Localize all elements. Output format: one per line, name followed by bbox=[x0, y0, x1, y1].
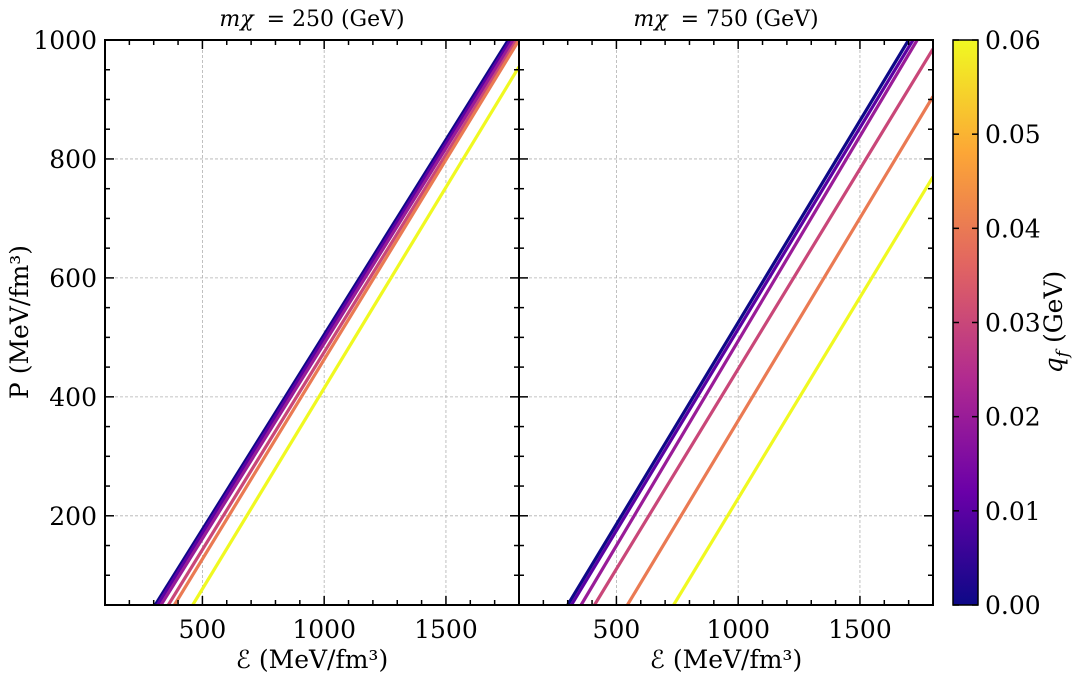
y-axis-title: P (MeV/fm³) bbox=[5, 245, 34, 399]
right-series-4 bbox=[626, 95, 933, 605]
left-series-5 bbox=[191, 65, 519, 605]
colorbar-tick-label-0: 0.00 bbox=[985, 591, 1041, 620]
right-series-0 bbox=[566, 40, 910, 605]
left-series-4 bbox=[173, 40, 519, 605]
right-xtick-label-1500: 1500 bbox=[828, 615, 892, 644]
colorbar-tick-label-5: 0.05 bbox=[985, 120, 1041, 149]
colorbar-tick-label-4: 0.04 bbox=[985, 214, 1041, 243]
colorbar-label: qf (GeV) bbox=[1039, 271, 1073, 374]
right-frame bbox=[518, 39, 934, 606]
colorbar-tick-label-3: 0.03 bbox=[985, 309, 1041, 338]
left-ytick-label-400: 400 bbox=[49, 383, 97, 412]
right-series-5 bbox=[672, 175, 933, 605]
left-series-0 bbox=[153, 40, 510, 605]
left-panel-title: mχ = 250 (GeV) bbox=[219, 7, 404, 32]
right-series-1 bbox=[570, 40, 915, 605]
colorbar-tick-label-1: 0.01 bbox=[985, 497, 1041, 526]
colorbar-tick-label-2: 0.02 bbox=[985, 403, 1041, 432]
right-xtick-label-1000: 1000 bbox=[706, 615, 770, 644]
left-series-3 bbox=[166, 40, 518, 605]
left-series-1 bbox=[156, 40, 512, 605]
left-ytick-label-600: 600 bbox=[49, 264, 97, 293]
left-ytick-label-200: 200 bbox=[49, 502, 97, 531]
colorbar-tick-label-6: 0.06 bbox=[985, 26, 1041, 55]
left-xtick-label-500: 500 bbox=[179, 615, 227, 644]
right-panel: 500 1000 1500 bbox=[518, 39, 934, 644]
left-curves bbox=[153, 40, 519, 605]
left-xtick-label-1500: 1500 bbox=[414, 615, 478, 644]
left-series-2 bbox=[159, 40, 515, 605]
right-series-3 bbox=[593, 48, 933, 605]
colorbar: qf (GeV) 0.00 0.01 0.02 0.03 0.04 0.05 0.06 bbox=[952, 26, 1073, 620]
left-ytick-label-1000: 1000 bbox=[33, 26, 97, 55]
left-panel: 500 1000 1500 200 400 600 800 1000 bbox=[33, 26, 520, 644]
left-xtick-label-1000: 1000 bbox=[292, 615, 356, 644]
left-ytick-label-800: 800 bbox=[49, 145, 97, 174]
right-curves bbox=[566, 40, 933, 605]
right-series-2 bbox=[579, 40, 919, 605]
right-xtick-label-500: 500 bbox=[593, 615, 641, 644]
right-x-axis-title: ℰ (MeV/fm³) bbox=[650, 645, 802, 674]
left-x-axis-title: ℰ (MeV/fm³) bbox=[236, 645, 388, 674]
right-panel-title: mχ = 750 (GeV) bbox=[633, 7, 818, 32]
